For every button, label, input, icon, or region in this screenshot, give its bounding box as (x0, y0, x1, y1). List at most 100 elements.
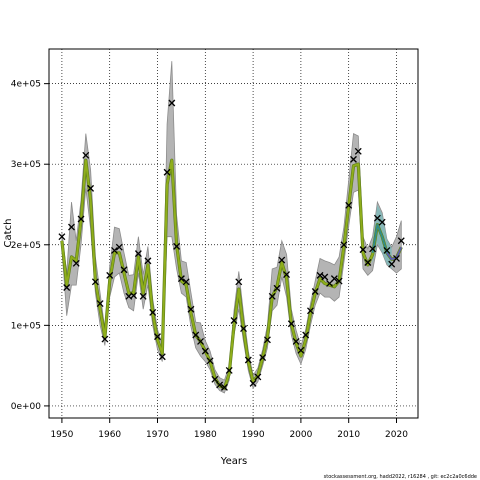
observed-point-stroke (125, 292, 133, 300)
observed-point (268, 292, 276, 300)
series-lines (60, 158, 403, 390)
observed-point-stroke (254, 373, 262, 381)
observed-point-stroke (144, 257, 152, 265)
observed-point (311, 288, 319, 295)
observed-point (111, 246, 118, 254)
observed-point (350, 155, 357, 163)
observed-point-stroke (302, 331, 310, 339)
observed-point (192, 331, 200, 339)
observed-point-stroke (240, 325, 247, 333)
observed-point (216, 381, 224, 389)
observed-point-stroke (244, 356, 252, 364)
observed-point-stroke (154, 333, 161, 341)
observed-point (139, 292, 147, 300)
x-tick-label: 2020 (385, 430, 408, 440)
observed-point-stroke (388, 260, 396, 268)
observed-point-stroke (297, 346, 305, 354)
y-tick-label: 2e+05 (11, 241, 41, 251)
observed-point-stroke (321, 273, 329, 281)
observed-point-stroke (273, 284, 281, 292)
observed-point-stroke (364, 259, 372, 266)
observed-point-stroke (182, 278, 190, 286)
observed-point (393, 255, 400, 262)
observed-point-stroke (369, 245, 377, 253)
observed-point-stroke (350, 155, 357, 163)
observed-point (321, 273, 329, 281)
observed-point-stroke (225, 367, 233, 374)
observed-point (182, 278, 190, 286)
observed-point-stroke (354, 147, 362, 155)
estimate-line (60, 159, 403, 390)
y-tick-label: 3e+05 (11, 160, 41, 170)
observed-point (115, 243, 123, 251)
observed-point (364, 259, 372, 266)
observed-point-stroke (259, 354, 267, 362)
observed-point (345, 201, 353, 209)
observed-point-stroke (91, 278, 99, 286)
observed-point-stroke (316, 271, 324, 279)
observed-point (378, 218, 386, 226)
observed-point-stroke (311, 288, 319, 295)
observed-point (369, 245, 377, 253)
observed-point-stroke (340, 241, 348, 249)
observed-point (249, 379, 257, 387)
observed-point (273, 284, 281, 292)
observed-point-stroke (306, 307, 314, 315)
observed-point-stroke (287, 320, 295, 328)
y-tick-label: 4e+05 (11, 80, 41, 90)
observed-point (91, 278, 99, 286)
observed-point-stroke (149, 308, 157, 316)
observed-point (201, 347, 209, 355)
observed-point (397, 237, 405, 245)
observed-point-stroke (230, 317, 238, 324)
observed-point-stroke (216, 381, 224, 389)
observed-point-stroke (292, 338, 300, 345)
plot-frame (48, 48, 419, 419)
observed-point (177, 275, 185, 283)
observed-point (287, 320, 295, 328)
footer-credit: stockassessment.org, hadd2022, r16284 , … (324, 474, 477, 480)
observed-point-stroke (263, 336, 271, 344)
observed-point-stroke (335, 277, 343, 285)
observed-point (72, 259, 80, 267)
observed-point (63, 284, 71, 291)
observed-point (306, 307, 314, 315)
observed-point (58, 233, 66, 241)
x-tick-label: 2000 (289, 430, 312, 440)
observed-point-stroke (58, 233, 66, 241)
observed-point-stroke (211, 375, 219, 383)
confidence-band-area (61, 61, 402, 394)
observed-point (297, 346, 305, 354)
observed-point-stroke (249, 379, 257, 387)
observed-point-stroke (268, 292, 276, 300)
observed-point-stroke (111, 246, 118, 254)
observed-point-stroke (77, 215, 85, 223)
observed-point (120, 266, 128, 274)
observed-point-stroke (168, 99, 176, 107)
observed-point (292, 338, 300, 345)
observed-point (388, 260, 396, 268)
observed-point-stroke (359, 246, 367, 254)
observed-point (302, 331, 310, 339)
observed-point (144, 257, 152, 265)
observed-point (154, 333, 161, 341)
observed-point (187, 305, 195, 313)
observed-point-stroke (82, 151, 90, 159)
observed-point-stroke (130, 292, 138, 299)
x-tick-label: 1970 (146, 430, 169, 440)
observed-point (335, 277, 343, 285)
observed-point (173, 242, 181, 250)
observed-point (101, 335, 109, 343)
observed-point (149, 308, 157, 316)
observed-point (68, 223, 75, 231)
observed-point (383, 246, 391, 254)
x-tick-label: 1950 (50, 430, 73, 440)
observed-point (206, 357, 214, 365)
x-axis-title: Years (220, 456, 247, 467)
observed-point (163, 168, 171, 176)
observed-point (359, 246, 367, 254)
observed-point-stroke (378, 218, 386, 226)
observed-point-stroke (235, 278, 243, 286)
observed-point-stroke (373, 214, 381, 222)
